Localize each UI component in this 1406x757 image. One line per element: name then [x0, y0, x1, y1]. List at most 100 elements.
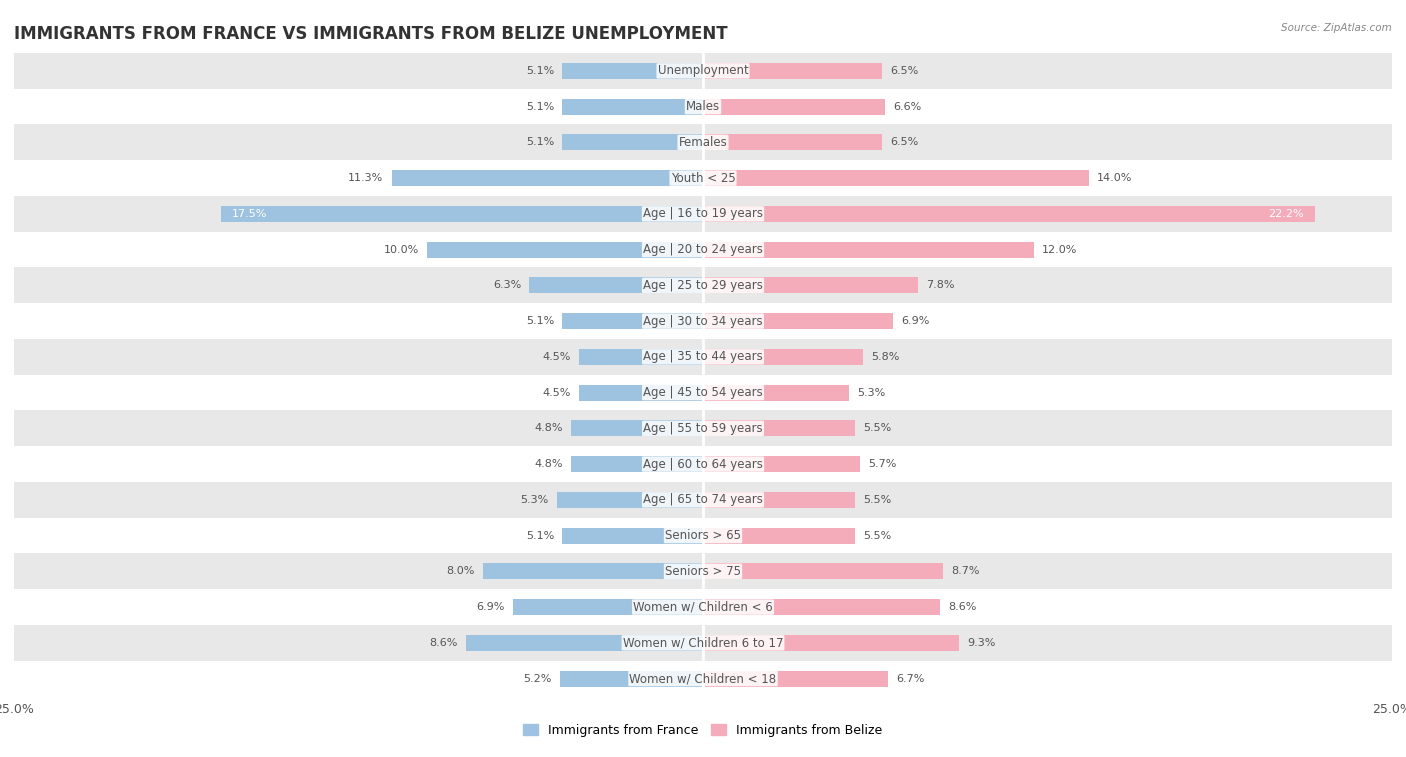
- Text: 4.8%: 4.8%: [534, 423, 562, 433]
- Legend: Immigrants from France, Immigrants from Belize: Immigrants from France, Immigrants from …: [519, 718, 887, 742]
- Text: 5.5%: 5.5%: [863, 423, 891, 433]
- Text: Age | 25 to 29 years: Age | 25 to 29 years: [643, 279, 763, 292]
- Bar: [392, 170, 703, 186]
- Bar: [14, 518, 1392, 553]
- Bar: [14, 410, 1392, 446]
- Bar: [571, 420, 703, 436]
- Bar: [703, 492, 855, 508]
- Text: 5.8%: 5.8%: [872, 352, 900, 362]
- Text: Source: ZipAtlas.com: Source: ZipAtlas.com: [1281, 23, 1392, 33]
- Text: 5.1%: 5.1%: [526, 101, 554, 111]
- Text: Youth < 25: Youth < 25: [671, 172, 735, 185]
- Text: 12.0%: 12.0%: [1042, 245, 1077, 254]
- Text: Age | 16 to 19 years: Age | 16 to 19 years: [643, 207, 763, 220]
- Text: 5.3%: 5.3%: [858, 388, 886, 397]
- Text: 8.0%: 8.0%: [446, 566, 474, 576]
- Text: 6.5%: 6.5%: [890, 66, 918, 76]
- Bar: [14, 661, 1392, 696]
- Text: 4.5%: 4.5%: [543, 388, 571, 397]
- Text: 17.5%: 17.5%: [232, 209, 267, 219]
- Bar: [579, 385, 703, 400]
- Bar: [571, 456, 703, 472]
- Text: 5.1%: 5.1%: [526, 316, 554, 326]
- Bar: [14, 589, 1392, 625]
- Text: Seniors > 75: Seniors > 75: [665, 565, 741, 578]
- Bar: [14, 375, 1392, 410]
- Bar: [562, 528, 703, 544]
- Text: Seniors > 65: Seniors > 65: [665, 529, 741, 542]
- Bar: [703, 563, 943, 579]
- Text: 8.6%: 8.6%: [429, 638, 458, 648]
- Text: 4.5%: 4.5%: [543, 352, 571, 362]
- Bar: [482, 563, 703, 579]
- Bar: [14, 625, 1392, 661]
- Text: 6.9%: 6.9%: [901, 316, 929, 326]
- Bar: [14, 89, 1392, 124]
- Text: 4.8%: 4.8%: [534, 459, 562, 469]
- Bar: [703, 385, 849, 400]
- Text: Age | 65 to 74 years: Age | 65 to 74 years: [643, 494, 763, 506]
- Bar: [703, 170, 1088, 186]
- Bar: [562, 134, 703, 151]
- Text: 5.5%: 5.5%: [863, 495, 891, 505]
- Text: 6.7%: 6.7%: [896, 674, 924, 684]
- Text: 5.2%: 5.2%: [523, 674, 551, 684]
- Bar: [557, 492, 703, 508]
- Text: 10.0%: 10.0%: [384, 245, 419, 254]
- Text: 5.3%: 5.3%: [520, 495, 548, 505]
- Bar: [703, 134, 882, 151]
- Text: 5.1%: 5.1%: [526, 137, 554, 148]
- Text: 6.9%: 6.9%: [477, 602, 505, 612]
- Bar: [14, 446, 1392, 482]
- Bar: [465, 635, 703, 651]
- Text: 6.3%: 6.3%: [494, 280, 522, 291]
- Bar: [14, 124, 1392, 160]
- Text: IMMIGRANTS FROM FRANCE VS IMMIGRANTS FROM BELIZE UNEMPLOYMENT: IMMIGRANTS FROM FRANCE VS IMMIGRANTS FRO…: [14, 25, 728, 43]
- Bar: [427, 241, 703, 257]
- Bar: [14, 553, 1392, 589]
- Bar: [14, 196, 1392, 232]
- Text: Age | 45 to 54 years: Age | 45 to 54 years: [643, 386, 763, 399]
- Bar: [562, 313, 703, 329]
- Bar: [703, 456, 860, 472]
- Text: Age | 60 to 64 years: Age | 60 to 64 years: [643, 457, 763, 471]
- Bar: [530, 277, 703, 294]
- Bar: [703, 349, 863, 365]
- Bar: [703, 528, 855, 544]
- Text: 6.5%: 6.5%: [890, 137, 918, 148]
- Text: Females: Females: [679, 136, 727, 149]
- Bar: [14, 267, 1392, 304]
- Text: 6.6%: 6.6%: [893, 101, 921, 111]
- Text: 9.3%: 9.3%: [967, 638, 995, 648]
- Text: Males: Males: [686, 100, 720, 113]
- Bar: [14, 482, 1392, 518]
- Text: Age | 35 to 44 years: Age | 35 to 44 years: [643, 350, 763, 363]
- Text: Women w/ Children < 6: Women w/ Children < 6: [633, 600, 773, 614]
- Text: Women w/ Children 6 to 17: Women w/ Children 6 to 17: [623, 637, 783, 650]
- Text: 7.8%: 7.8%: [927, 280, 955, 291]
- Bar: [14, 304, 1392, 339]
- Text: 5.5%: 5.5%: [863, 531, 891, 540]
- Bar: [14, 53, 1392, 89]
- Bar: [703, 277, 918, 294]
- Text: Age | 55 to 59 years: Age | 55 to 59 years: [643, 422, 763, 435]
- Text: 5.1%: 5.1%: [526, 531, 554, 540]
- Text: 5.7%: 5.7%: [869, 459, 897, 469]
- Text: 14.0%: 14.0%: [1097, 173, 1132, 183]
- Bar: [14, 160, 1392, 196]
- Bar: [703, 206, 1315, 222]
- Bar: [703, 98, 884, 114]
- Bar: [513, 599, 703, 615]
- Bar: [562, 63, 703, 79]
- Bar: [703, 63, 882, 79]
- Text: 8.7%: 8.7%: [950, 566, 980, 576]
- Text: Age | 30 to 34 years: Age | 30 to 34 years: [643, 315, 763, 328]
- Bar: [14, 339, 1392, 375]
- Text: 5.1%: 5.1%: [526, 66, 554, 76]
- Text: 22.2%: 22.2%: [1268, 209, 1303, 219]
- Bar: [703, 313, 893, 329]
- Text: 11.3%: 11.3%: [349, 173, 384, 183]
- Text: Age | 20 to 24 years: Age | 20 to 24 years: [643, 243, 763, 256]
- Bar: [703, 635, 959, 651]
- Bar: [703, 671, 887, 687]
